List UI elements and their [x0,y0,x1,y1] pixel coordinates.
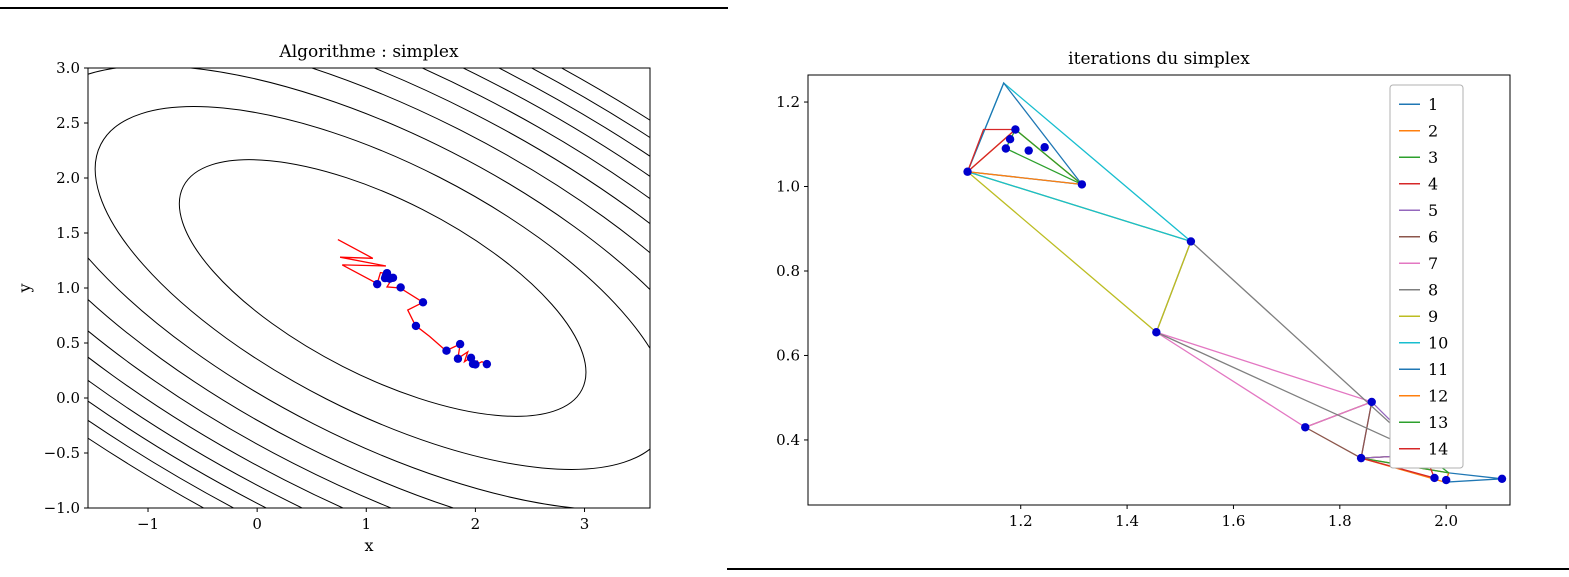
optimization-path [337,239,487,367]
contour-line [88,68,650,508]
vertex-marker [1301,423,1310,432]
point-marker [453,354,463,363]
x-tick-label: 1.8 [1328,512,1352,530]
vertex-marker [1356,453,1366,463]
vertex-marker [1152,328,1161,337]
point-marker [471,360,480,369]
x-tick-label: 1 [361,515,371,533]
y-tick-label: 1.5 [56,224,80,242]
vertex-marker [1497,474,1507,484]
point-marker [455,339,465,349]
axes-frame [87,67,651,509]
plot-title: Algorithme : simplex [278,42,459,62]
legend-entry-label: 11 [1428,360,1448,379]
simplex-triangle-8 [1155,240,1426,456]
y-tick-label: −0.5 [44,444,80,462]
y-tick-label: 0.8 [776,262,800,280]
legend-entry-label: 6 [1428,227,1438,246]
y-axis-label: y [15,283,34,293]
x-tick-label: 1.6 [1222,512,1246,530]
y-tick-label: 2.0 [56,169,80,187]
x-tick-label: 1.2 [1009,512,1033,530]
vertex-marker [1001,144,1011,153]
vertex-marker [1040,143,1049,152]
top-border-rule [0,7,728,9]
point-marker [396,283,405,292]
point-marker [442,346,451,355]
contour-line [88,68,650,508]
plot-area [963,81,1507,485]
y-tick-label: 3.0 [56,59,80,77]
point-marker [418,298,428,307]
x-tick-label: −1 [137,515,159,533]
simplex-triangle-13 [1004,128,1083,185]
axes-frame [807,74,1511,506]
y-tick-label: 0.5 [56,334,80,352]
simplex-triangle-6 [1303,400,1373,460]
legend-entry-label: 9 [1428,307,1438,326]
y-tick-label: 0.4 [776,431,800,449]
x-tick-label: 1.4 [1115,512,1139,530]
legend-entry-label: 8 [1428,280,1438,299]
simplex-triangle-9 [967,171,1192,334]
right-plot-simplex-iterations: 1.2 1.4 1.6 1.8 2.0 0.4 0.6 0.8 1.0 1.2 iterations… [776,49,1511,530]
legend-entry-label: 3 [1428,148,1438,167]
bottom-border-rule [727,568,1569,570]
y-tick-label: 1.0 [776,178,800,196]
contour-line [88,68,650,508]
contour-line [88,68,650,508]
vertex-marker [963,167,972,176]
x-tick-label: 0 [252,515,262,533]
vertex-marker [1186,237,1196,246]
vertex-marker [1430,473,1439,483]
point-marker [388,273,398,282]
legend-entry-label: 14 [1428,439,1448,458]
point-marker [372,279,382,289]
x-tick-label: 3 [580,515,590,533]
contour-line [178,159,587,417]
point-marker [411,321,421,331]
simplex-triangle-1 [1444,472,1503,483]
legend-entry-label: 5 [1428,201,1438,220]
legend-box [1389,84,1464,469]
contour-line [88,68,650,508]
vertex-marker [1077,180,1087,189]
y-tick-label: 0.6 [776,346,800,364]
x-axis-label: x [364,536,373,555]
y-tick-label: 1.2 [776,93,800,111]
vertex-marker [1024,146,1033,155]
plot-area [88,68,650,508]
x-tick-label: 2.0 [1434,512,1458,530]
simplex-triangle-10 [966,81,1192,243]
vertex-marker [1005,135,1015,144]
vertex-marker [1441,475,1451,485]
contour-line [94,106,650,470]
legend-entry-label: 13 [1428,413,1448,432]
contour-line [88,68,650,508]
contour-line [88,68,650,508]
x-tick-label: 2 [471,515,481,533]
contour-line [88,68,650,508]
legend-entry-label: 2 [1428,121,1438,140]
vertex-marker [1367,397,1376,407]
y-tick-label: 2.5 [56,114,80,132]
y-tick-label: 1.0 [56,279,80,297]
legend-entry-label: 7 [1428,254,1438,273]
legend-entry-label: 10 [1428,333,1448,352]
legend-entry-label: 12 [1428,386,1448,405]
left-plot-contour-path: −1 0 1 2 3 −1.0 −0.5 0.0 0.5 1.0 1.5 2.0 2.5 3.0 Algor… [15,42,651,555]
y-tick-label: 0.0 [56,389,80,407]
legend-entry-label: 1 [1428,95,1438,114]
vertex-marker [1011,125,1020,134]
y-tick-label: −1.0 [44,499,80,517]
point-marker [482,359,492,369]
simplex-triangle-14 [966,128,1018,173]
simplex-triangle-11 [966,81,1084,186]
plot-title: iterations du simplex [1068,49,1250,69]
legend-entry-label: 4 [1428,174,1438,193]
